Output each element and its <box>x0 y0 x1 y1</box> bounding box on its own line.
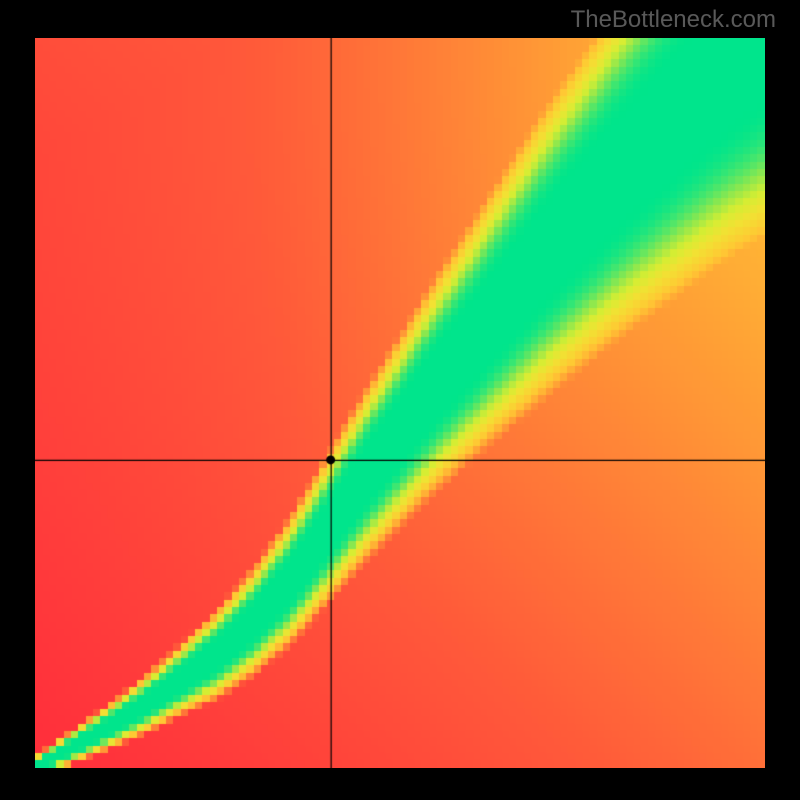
chart-frame: TheBottleneck.com <box>0 0 800 800</box>
watermark-text: TheBottleneck.com <box>571 6 776 34</box>
heatmap-canvas <box>35 38 765 768</box>
